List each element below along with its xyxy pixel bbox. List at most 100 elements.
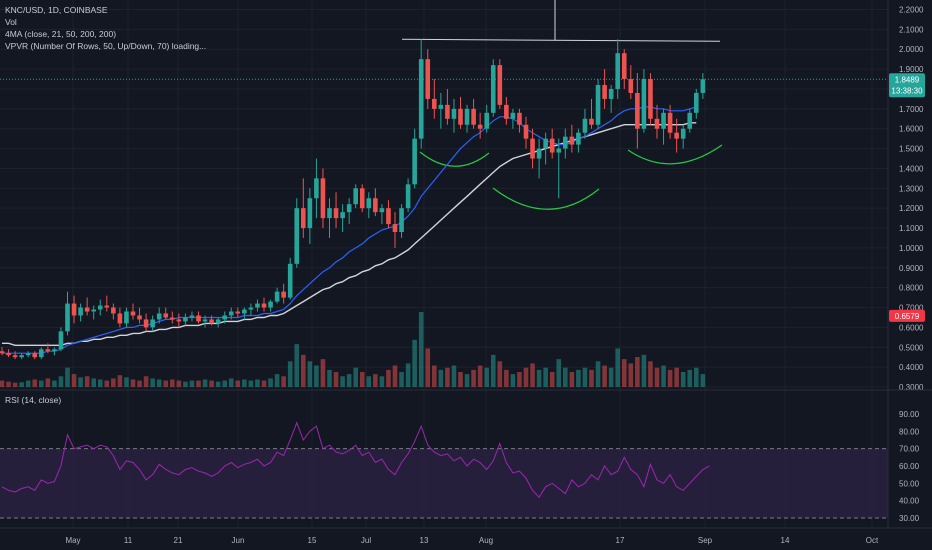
volume-bar xyxy=(464,374,470,387)
candle-body xyxy=(504,104,509,119)
volume-bar xyxy=(373,374,378,387)
candle-body xyxy=(183,317,188,322)
volume-bar xyxy=(523,367,529,387)
price-tick-label: 2.2000 xyxy=(899,6,924,15)
candle-body xyxy=(641,79,647,129)
volume-bar xyxy=(0,380,5,387)
candle-body xyxy=(301,208,306,229)
volume-bar xyxy=(25,380,31,387)
date-tick-label: May xyxy=(65,536,80,545)
ma-label[interactable]: 4MA (close, 21, 50, 200, 200) xyxy=(5,29,117,39)
rsi-band xyxy=(0,448,888,518)
candle-body xyxy=(615,53,620,89)
price-tick-label: 1.9000 xyxy=(899,65,924,74)
volume-bar xyxy=(202,379,208,387)
candle-body xyxy=(451,108,457,119)
symbol-label[interactable]: KNC/USD, 1D, COINBASE xyxy=(5,5,108,15)
candle-body xyxy=(497,65,503,105)
volume-bar xyxy=(274,374,280,387)
candle-body xyxy=(274,291,280,302)
candle-body xyxy=(39,349,44,358)
vol-label[interactable]: Vol xyxy=(5,17,17,27)
rsi-legend[interactable]: RSI (14, close) xyxy=(5,395,62,405)
candle-body xyxy=(635,92,640,129)
volume-bar xyxy=(84,376,90,387)
volume-bar xyxy=(667,369,673,387)
volume-bar xyxy=(222,380,227,387)
candle-body xyxy=(569,136,575,145)
candle-body xyxy=(228,311,234,316)
volume-bar xyxy=(301,354,306,387)
volume-bar xyxy=(418,312,424,387)
candle-body xyxy=(399,208,404,233)
price-badges: 1.8489 13:38:30 0.6579 xyxy=(889,73,925,322)
last-price-badge xyxy=(889,73,925,98)
volume-bar xyxy=(183,381,188,387)
price-tick-label: 2.1000 xyxy=(899,25,924,34)
candle-body xyxy=(84,307,90,312)
vpvr-label[interactable]: VPVR (Number Of Rows, 50, Up/Down, 70) l… xyxy=(5,41,207,51)
candle-body xyxy=(471,108,476,125)
price-tick-label: 1.3000 xyxy=(899,184,924,193)
volume-bar xyxy=(674,367,679,387)
volume-bar xyxy=(163,380,169,387)
volume-bar xyxy=(484,367,489,387)
volume-bar xyxy=(261,380,267,387)
candle-body xyxy=(12,355,18,358)
volume-bar xyxy=(543,367,548,387)
candle-body xyxy=(523,124,529,139)
candle-body xyxy=(202,319,208,322)
candle-body xyxy=(445,104,450,119)
candle-body xyxy=(661,112,666,129)
candle-body xyxy=(58,331,64,350)
candle-body xyxy=(25,353,31,356)
volume-bar xyxy=(150,378,155,387)
volume-bar xyxy=(425,348,431,387)
volume-bar xyxy=(170,379,175,387)
candle-body xyxy=(576,132,581,145)
candle-body xyxy=(694,92,699,113)
price-tick-label: 1.6000 xyxy=(899,125,924,134)
volume-bar xyxy=(412,339,417,387)
candle-body xyxy=(156,313,162,320)
volume-bar xyxy=(615,348,620,387)
candle-body xyxy=(189,315,195,318)
candle-body xyxy=(19,355,24,358)
date-tick-label: Sep xyxy=(698,536,713,545)
volume-bar xyxy=(510,374,516,387)
candle-body xyxy=(648,79,653,119)
volume-bar xyxy=(65,367,70,387)
volume-bar xyxy=(386,369,391,387)
volume-bar xyxy=(432,365,437,387)
price-tick-label: 1.4000 xyxy=(899,164,924,173)
volume-bar xyxy=(563,367,568,387)
volume-bar xyxy=(281,376,286,387)
volume-bar xyxy=(438,369,444,387)
rsi-line xyxy=(1,421,710,499)
candle-body xyxy=(654,118,660,129)
candle-body xyxy=(268,301,273,308)
volume-bar xyxy=(621,359,627,387)
volume-bar xyxy=(648,361,653,387)
candle-body xyxy=(327,208,332,219)
left-shoulder-arc xyxy=(419,151,490,167)
candle-body xyxy=(78,307,83,316)
candle-body xyxy=(392,224,398,233)
volume-bar xyxy=(589,369,594,387)
volume-bar xyxy=(471,369,476,387)
volume-bar xyxy=(504,369,509,387)
volume-bar xyxy=(255,379,260,387)
candle-body xyxy=(530,138,535,159)
volume-bar xyxy=(294,344,300,387)
volume-bar xyxy=(235,380,241,387)
candle-body xyxy=(255,303,260,308)
volume-bar xyxy=(451,365,457,387)
volume-bar xyxy=(477,365,483,387)
price-tick-label: 0.9000 xyxy=(899,264,924,273)
date-tick-label: 21 xyxy=(174,536,183,545)
volume-bar xyxy=(549,372,555,387)
candle-body xyxy=(281,291,286,298)
candle-body xyxy=(353,188,358,205)
price-tick-label: 1.7000 xyxy=(899,105,924,114)
